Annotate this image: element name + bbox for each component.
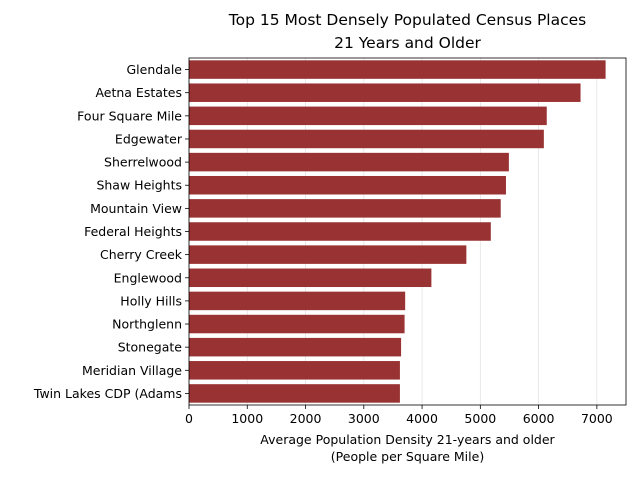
y-tick-label: Glendale <box>126 62 182 77</box>
y-tick-label: Four Square Mile <box>77 108 182 123</box>
bar <box>189 129 544 149</box>
x-axis-label-line-1: Average Population Density 21-years and … <box>260 432 555 447</box>
x-axis-label-line-2: (People per Square Mile) <box>330 449 485 464</box>
x-tick-label: 2000 <box>290 411 322 426</box>
bar <box>189 83 581 102</box>
y-tick-label: Mountain View <box>90 201 182 216</box>
bar <box>189 361 400 380</box>
bar <box>189 245 467 264</box>
y-tick-label: Stonegate <box>118 340 183 355</box>
y-tick-label: Sherrelwood <box>104 155 182 170</box>
x-tick-label: 7000 <box>581 411 613 426</box>
bar <box>189 199 501 218</box>
y-tick-label: Northglenn <box>112 317 182 332</box>
bar <box>189 106 547 126</box>
y-tick-label: Holly Hills <box>120 293 182 308</box>
y-tick-label: Englewood <box>114 270 182 285</box>
x-tick-label: 1000 <box>231 411 263 426</box>
x-tick-label: 5000 <box>464 411 496 426</box>
y-tick-label: Cherry Creek <box>100 247 183 262</box>
bar <box>189 268 432 288</box>
x-tick-label: 3000 <box>348 411 380 426</box>
y-tick-label: Meridian Village <box>82 363 182 378</box>
x-tick-label: 0 <box>185 411 193 426</box>
y-tick-label: Twin Lakes CDP (Adams <box>33 386 182 401</box>
x-tick-label: 6000 <box>523 411 555 426</box>
plot-frame <box>188 57 627 406</box>
bar <box>189 152 509 172</box>
bar <box>189 60 606 79</box>
chart-title-line-2: 21 Years and Older <box>334 34 481 52</box>
y-tick-label: Federal Heights <box>84 224 182 239</box>
bar <box>189 384 400 403</box>
y-tick-label: Aetna Estates <box>95 85 182 100</box>
x-tick-label: 4000 <box>406 411 438 426</box>
bar <box>189 222 491 241</box>
y-tick-label: Shaw Heights <box>96 178 182 193</box>
bar <box>189 337 402 357</box>
y-tick-label: Edgewater <box>115 131 183 146</box>
bar <box>189 291 406 311</box>
chart-title-line-1: Top 15 Most Densely Populated Census Pla… <box>228 11 587 29</box>
bar <box>189 175 506 195</box>
bar <box>189 314 405 334</box>
